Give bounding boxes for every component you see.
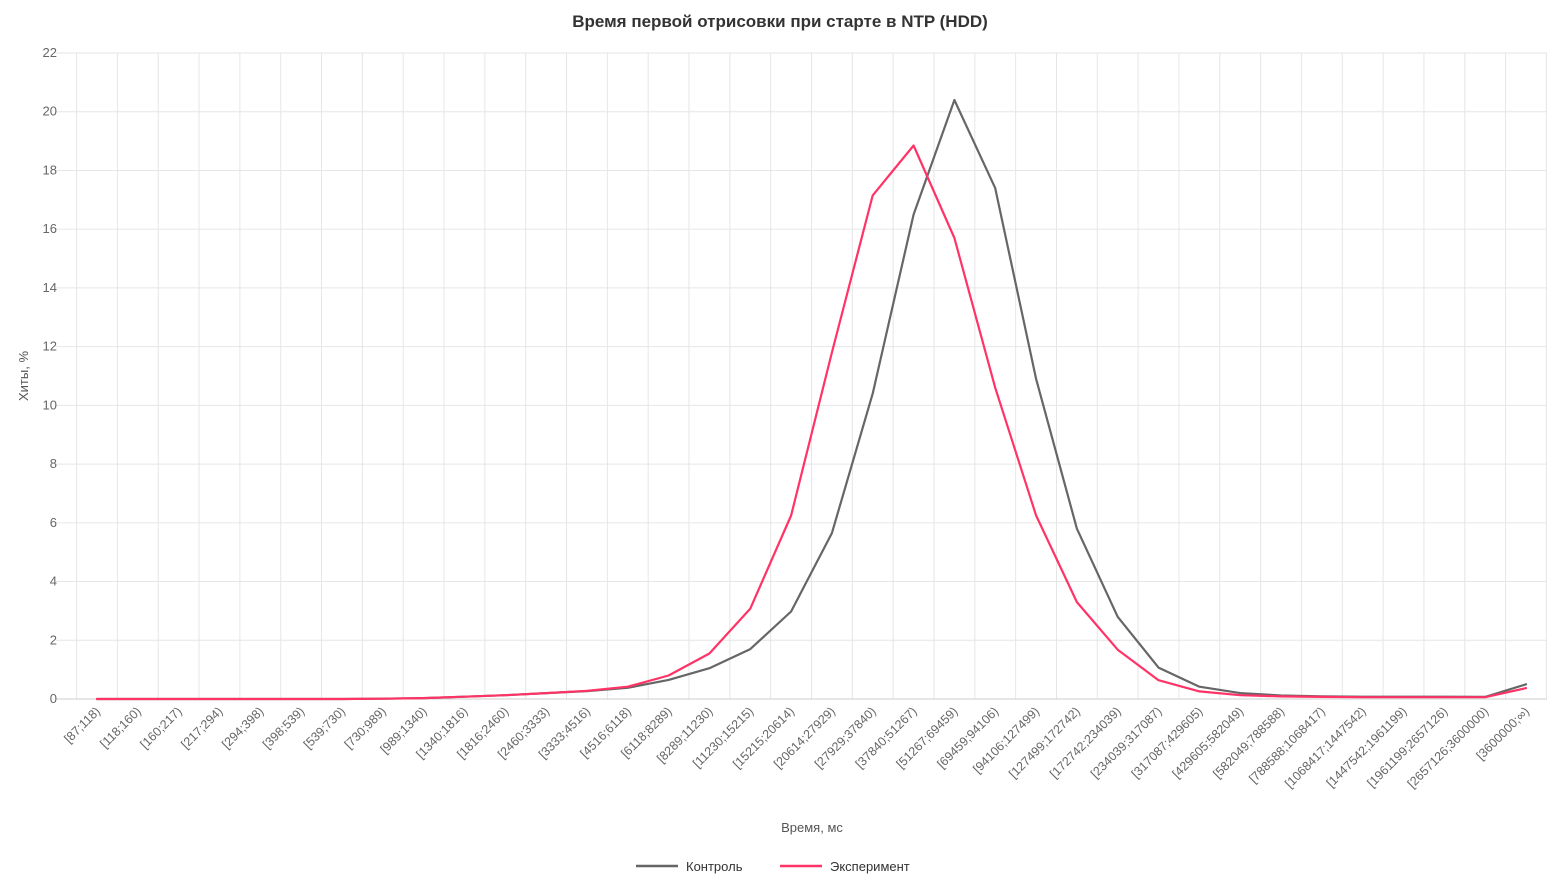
y-tick-label: 8 xyxy=(50,456,57,471)
y-tick-label: 16 xyxy=(43,221,57,236)
grid xyxy=(56,52,1547,700)
y-tick-label: 20 xyxy=(43,104,57,119)
x-tick-label: [429605;582049) xyxy=(1170,704,1247,781)
legend-label: Эксперимент xyxy=(830,859,910,874)
legend-item[interactable]: Контроль xyxy=(636,859,743,874)
y-tick-label: 12 xyxy=(43,339,57,354)
x-tick-label: [294;398) xyxy=(219,704,266,751)
y-tick-label: 18 xyxy=(43,162,57,177)
y-tick-label: 6 xyxy=(50,515,57,530)
x-tick-label: [398;539) xyxy=(260,704,307,751)
x-tick-label: [788588;1068417) xyxy=(1246,704,1328,786)
legend-item[interactable]: Эксперимент xyxy=(780,859,910,874)
y-tick-label: 10 xyxy=(43,397,57,412)
x-tick-label: [539;730) xyxy=(301,704,348,751)
x-tick-label: [317087;429605) xyxy=(1129,704,1206,781)
x-axis-ticks: [87;118)[118;160)[160;217)[217;294)[294;… xyxy=(61,704,1532,791)
x-tick-label: [172742;234039) xyxy=(1047,704,1124,781)
y-tick-label: 2 xyxy=(50,632,57,647)
x-tick-label: [160;217) xyxy=(138,704,185,751)
x-tick-label: [87;118) xyxy=(61,704,103,746)
x-tick-label: [234039;317087) xyxy=(1088,704,1165,781)
series-line-experiment xyxy=(95,144,1528,701)
x-tick-label: [118;160) xyxy=(97,704,144,751)
y-tick-label: 0 xyxy=(50,691,57,706)
y-tick-label: 14 xyxy=(43,280,57,295)
legend-label: Контроль xyxy=(686,859,743,874)
legend: Контроль Эксперимент xyxy=(636,859,910,874)
y-tick-label: 4 xyxy=(50,574,57,589)
y-tick-label: 22 xyxy=(43,45,57,60)
x-tick-label: [127499;172742) xyxy=(1006,704,1083,781)
x-tick-label: [582049;788588) xyxy=(1210,704,1287,781)
y-axis-ticks: 0 2 4 6 8 10 12 14 16 18 20 22 xyxy=(43,45,57,706)
x-axis-label: Время, мс xyxy=(781,820,843,835)
x-tick-label: [217;294) xyxy=(178,704,225,751)
series xyxy=(95,98,1528,701)
y-axis-label: Хиты, % xyxy=(16,351,31,401)
chart-title: Время первой отрисовки при старте в NTP … xyxy=(572,12,988,31)
